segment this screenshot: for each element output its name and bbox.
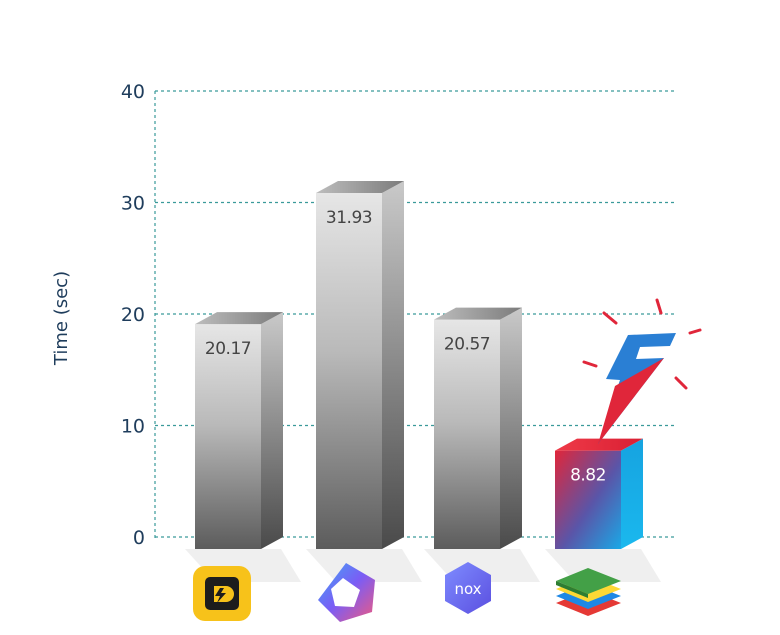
value-labels: 20.17 31.93 20.57 8.82	[205, 208, 607, 486]
bars	[195, 180, 643, 549]
bar-bluestacks-logo	[555, 438, 643, 549]
value-label: 8.82	[570, 466, 606, 486]
bar-side	[382, 180, 404, 549]
value-label: 20.17	[205, 339, 251, 359]
bar-memu-logo	[316, 180, 404, 549]
bar-front	[195, 324, 261, 549]
bar-top	[316, 180, 404, 193]
memu-icon	[318, 563, 375, 622]
floor-shadow	[306, 549, 422, 582]
bar-top	[555, 438, 643, 451]
bluestacks-icon	[556, 568, 621, 616]
y-tick-label: 10	[121, 416, 145, 438]
nox-icon: nox	[445, 562, 491, 614]
y-axis-title: Time (sec)	[51, 271, 72, 366]
y-tick-label: 0	[133, 527, 145, 549]
svg-text:nox: nox	[454, 580, 481, 598]
bar-top	[195, 312, 283, 325]
bar-ldplayer-logo	[195, 312, 283, 549]
bar-front	[555, 450, 621, 549]
bar-side	[621, 438, 643, 549]
bar-top	[434, 307, 522, 320]
bar-front	[434, 319, 500, 549]
y-axis-ticks: 0 10 20 30 40	[121, 81, 145, 549]
value-label: 20.57	[444, 335, 490, 355]
y-tick-label: 20	[121, 304, 145, 326]
bar-side	[261, 312, 283, 549]
y-tick-label: 30	[121, 193, 145, 215]
floor-shadows	[185, 549, 661, 582]
bar-front	[316, 192, 382, 549]
y-tick-label: 40	[121, 81, 145, 103]
value-label: 31.93	[326, 208, 372, 228]
bar-side	[500, 307, 522, 549]
lightning-bolt-icon	[582, 298, 702, 444]
bar-nox-logo	[434, 307, 522, 549]
ldplayer-icon	[193, 566, 251, 621]
